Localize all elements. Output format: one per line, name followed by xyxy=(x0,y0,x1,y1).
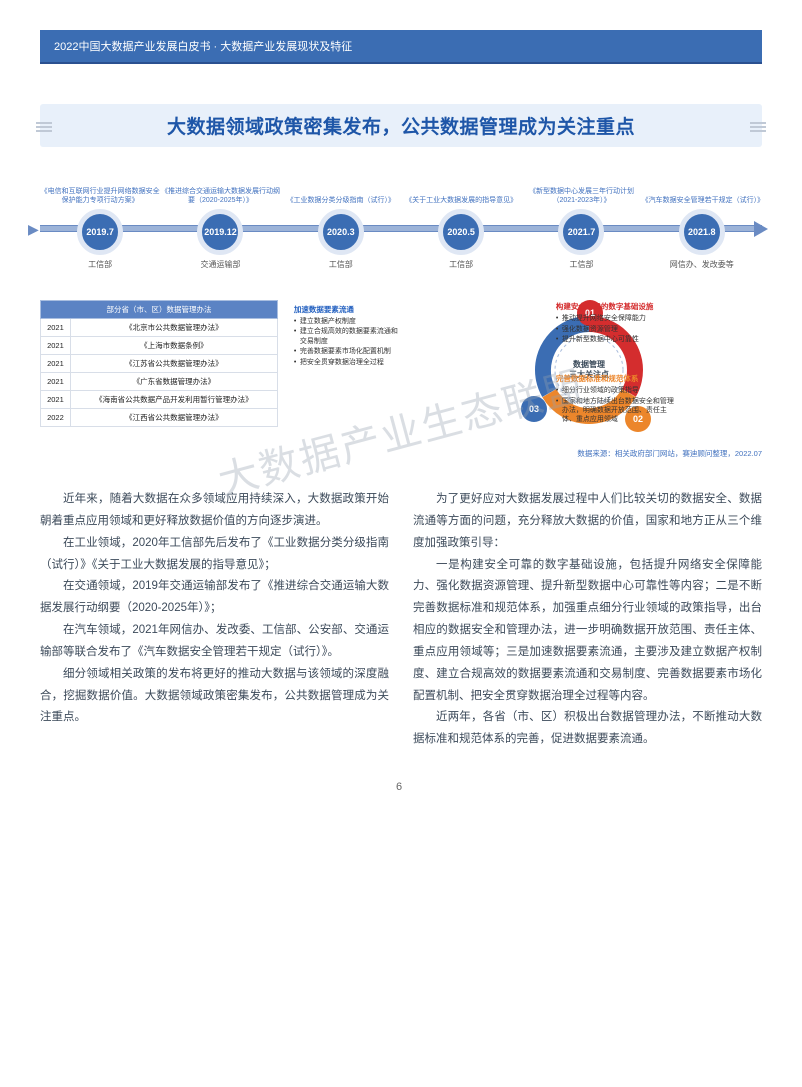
paragraph: 近两年，各省（市、区）积极出台数据管理办法，不断推动大数据标准和规范体系的完善，… xyxy=(413,707,762,751)
paragraph: 近年来，随着大数据在众多领域应用持续深入，大数据政策开始朝着重点应用领域和更好释… xyxy=(40,489,389,533)
cell-year: 2021 xyxy=(41,355,71,373)
table-row: 2021《江苏省公共数据管理办法》 xyxy=(41,355,278,373)
ring-text-title: 构建安全可靠的数字基础设施 xyxy=(556,302,676,312)
bullet-item: 细分行业领域的政策指导 xyxy=(556,386,676,395)
timeline-date: 2019.7 xyxy=(77,209,123,255)
timeline-doc: 《电信和互联网行业提升网络数据安全保护能力专项行动方案》 xyxy=(40,177,160,205)
timeline-dept: 工信部 xyxy=(401,259,521,270)
bullet-item: 把安全贯穿数据治理全过程 xyxy=(294,358,400,367)
timeline-doc: 《关于工业大数据发展的指导意见》 xyxy=(401,177,521,205)
flow-bullets: 加速数据要素流通 建立数据产权制度 建立合规高效的数据要素流通和交易制度 完善数… xyxy=(292,300,402,367)
table-row: 2022《江西省公共数据管理办法》 xyxy=(41,409,278,427)
bullets-title: 加速数据要素流通 xyxy=(294,304,400,315)
bullet-item: 强化数据资源管理 xyxy=(556,325,676,334)
timeline-item: 《推进综合交通运输大数据发展行动纲要（2020-2025年）》 2019.12 … xyxy=(160,177,280,270)
section-title: 大数据领域政策密集发布，公共数据管理成为关注重点 xyxy=(40,104,762,147)
doc-header: 2022中国大数据产业发展白皮书 · 大数据产业发展现状及特征 xyxy=(40,30,762,64)
mgmt-table-header: 部分省（市、区）数据管理办法 xyxy=(41,301,278,319)
cell-year: 2021 xyxy=(41,337,71,355)
paragraph: 细分领域相关政策的发布将更好的推动大数据与该领域的深度融合，挖掘数据价值。大数据… xyxy=(40,664,389,730)
cell-doc: 《广东省数据管理办法》 xyxy=(70,373,277,391)
table-row: 2021《广东省数据管理办法》 xyxy=(41,373,278,391)
timeline-date: 2021.8 xyxy=(679,209,725,255)
timeline-dept: 交通运输部 xyxy=(160,259,280,270)
flow-bullets-block: 加速数据要素流通 建立数据产权制度 建立合规高效的数据要素流通和交易制度 完善数… xyxy=(292,300,402,440)
timeline-item: 《关于工业大数据发展的指导意见》 2020.5 工信部 xyxy=(401,177,521,270)
bullet-item: 完善数据要素市场化配置机制 xyxy=(294,347,400,356)
section-title-container: 大数据领域政策密集发布，公共数据管理成为关注重点 xyxy=(40,104,762,147)
cell-doc: 《江苏省公共数据管理办法》 xyxy=(70,355,277,373)
cell-doc: 《上海市数据条例》 xyxy=(70,337,277,355)
paragraph: 在汽车领域，2021年网信办、发改委、工信部、公安部、交通运输部等联合发布了《汽… xyxy=(40,620,389,664)
middle-block: 部分省（市、区）数据管理办法 2021《北京市公共数据管理办法》 2021《上海… xyxy=(40,300,762,440)
timeline-doc: 《工业数据分类分级指南（试行）》 xyxy=(281,177,401,205)
body-text: 近年来，随着大数据在众多领域应用持续深入，大数据政策开始朝着重点应用领域和更好释… xyxy=(40,489,762,751)
bullet-item: 提升新型数据中心可靠性 xyxy=(556,335,676,344)
cell-year: 2021 xyxy=(41,319,71,337)
table-row: 2021《海南省公共数据产品开发利用暂行管理办法》 xyxy=(41,391,278,409)
bullet-item: 推动提升网络安全保障能力 xyxy=(556,314,676,323)
paragraph: 在工业领域，2020年工信部先后发布了《工业数据分类分级指南（试行）》《关于工业… xyxy=(40,533,389,577)
header-text: 2022中国大数据产业发展白皮书 · 大数据产业发展现状及特征 xyxy=(54,41,352,53)
timeline-doc: 《新型数据中心发展三年行动计划（2021-2023年）》 xyxy=(521,177,641,205)
policy-timeline: 《电信和互联网行业提升网络数据安全保护能力专项行动方案》 2019.7 工信部 … xyxy=(40,177,762,270)
ring-num-03: 03 xyxy=(521,396,547,422)
ring-text-01: 构建安全可靠的数字基础设施 推动提升网络安全保障能力 强化数据资源管理 提升新型… xyxy=(556,302,676,345)
timeline-dept: 工信部 xyxy=(521,259,641,270)
ring-text-02: 完善数据标准和规范体系 细分行业领域的政策指导 国家和地方陆续出台数据安全和管理… xyxy=(556,374,676,426)
timeline-date: 2019.12 xyxy=(197,209,243,255)
paragraph: 一是构建安全可靠的数字基础设施，包括提升网络安全保障能力、强化数据资源管理、提升… xyxy=(413,555,762,708)
timeline-item: 《工业数据分类分级指南（试行）》 2020.3 工信部 xyxy=(281,177,401,270)
cell-year: 2021 xyxy=(41,373,71,391)
cell-year: 2021 xyxy=(41,391,71,409)
timeline-date: 2021.7 xyxy=(558,209,604,255)
paragraph: 在交通领域，2019年交通运输部发布了《推进综合交通运输大数据发展行动纲要（20… xyxy=(40,576,389,620)
timeline-dept: 网信办、发改委等 xyxy=(642,259,762,270)
cell-doc: 《江西省公共数据管理办法》 xyxy=(70,409,277,427)
table-row: 2021《北京市公共数据管理办法》 xyxy=(41,319,278,337)
cell-year: 2022 xyxy=(41,409,71,427)
mgmt-table: 部分省（市、区）数据管理办法 2021《北京市公共数据管理办法》 2021《上海… xyxy=(40,300,278,427)
timeline-date: 2020.3 xyxy=(318,209,364,255)
timeline-doc: 《推进综合交通运输大数据发展行动纲要（2020-2025年）》 xyxy=(160,177,280,205)
timeline-dept: 工信部 xyxy=(281,259,401,270)
bullet-item: 建立合规高效的数据要素流通和交易制度 xyxy=(294,327,400,346)
bullet-item: 国家和地方陆续出台数据安全和管理办法，明确数据开放范围、责任主体、重点应用领域 xyxy=(556,397,676,425)
data-source: 数据来源：相关政府部门网站，赛迪顾问整理，2022.07 xyxy=(40,448,762,459)
timeline-dept: 工信部 xyxy=(40,259,160,270)
timeline-item: 《汽车数据安全管理若干规定（试行）》 2021.8 网信办、发改委等 xyxy=(642,177,762,270)
mgmt-table-block: 部分省（市、区）数据管理办法 2021《北京市公共数据管理办法》 2021《上海… xyxy=(40,300,278,440)
timeline-item: 《电信和互联网行业提升网络数据安全保护能力专项行动方案》 2019.7 工信部 xyxy=(40,177,160,270)
bullet-item: 建立数据产权制度 xyxy=(294,317,400,326)
timeline-item: 《新型数据中心发展三年行动计划（2021-2023年）》 2021.7 工信部 xyxy=(521,177,641,270)
page-number: 6 xyxy=(40,781,762,793)
cell-doc: 《海南省公共数据产品开发利用暂行管理办法》 xyxy=(70,391,277,409)
cell-doc: 《北京市公共数据管理办法》 xyxy=(70,319,277,337)
ring-text-title: 完善数据标准和规范体系 xyxy=(556,374,676,384)
timeline-doc: 《汽车数据安全管理若干规定（试行）》 xyxy=(642,177,762,205)
paragraph: 为了更好应对大数据发展过程中人们比较关切的数据安全、数据流通等方面的问题，充分释… xyxy=(413,489,762,555)
timeline-date: 2020.5 xyxy=(438,209,484,255)
ring-block: 数据管理 三大关注点 01 02 03 构建安全可靠的数字基础设施 推动提升网络… xyxy=(416,300,762,440)
table-row: 2021《上海市数据条例》 xyxy=(41,337,278,355)
